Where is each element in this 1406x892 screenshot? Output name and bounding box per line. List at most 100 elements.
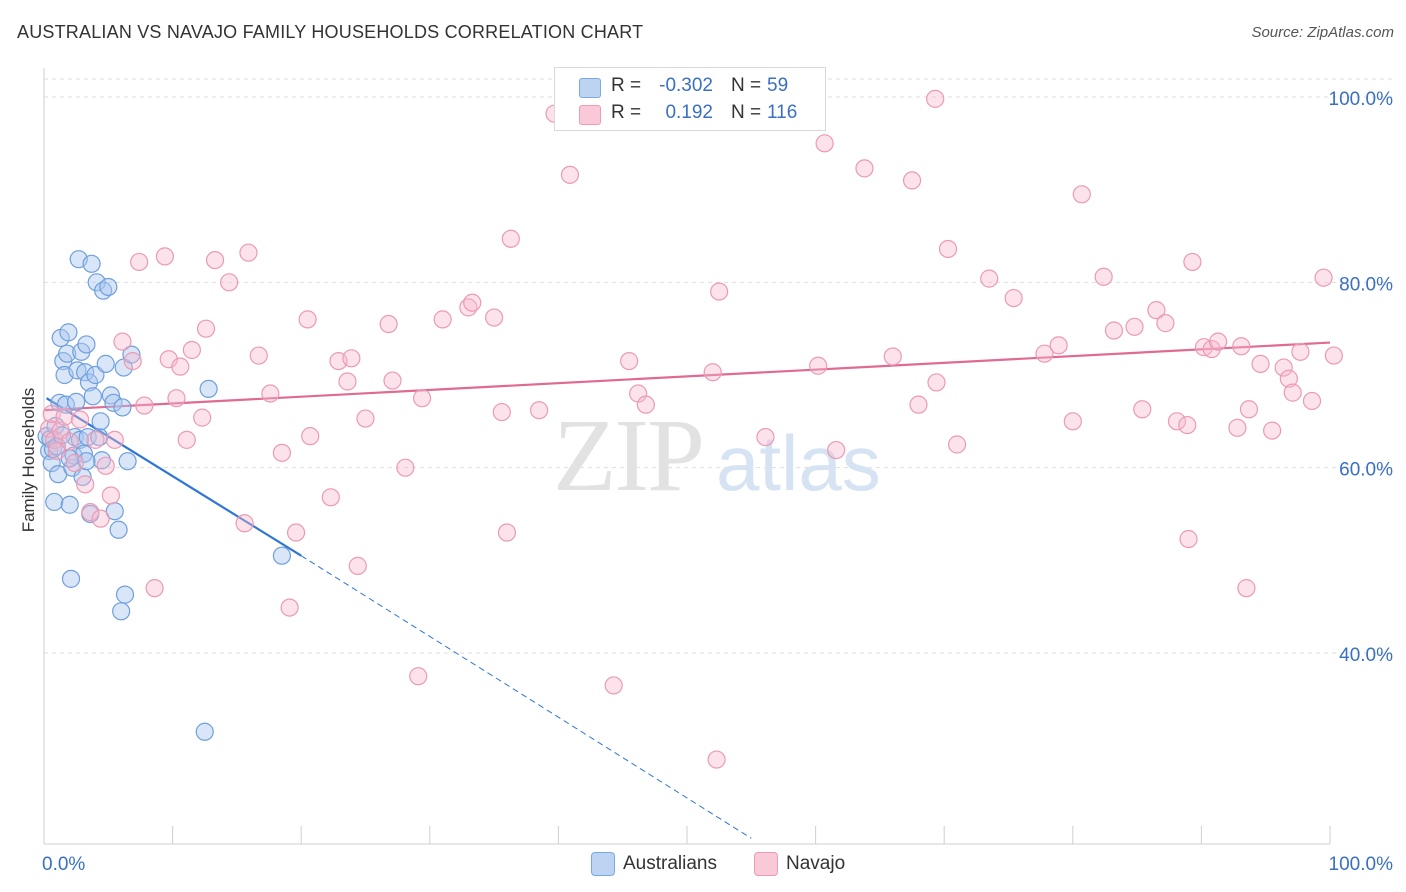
navajo-point <box>1004 288 1023 308</box>
australians-point <box>122 345 141 364</box>
navajo-point <box>492 402 511 422</box>
navajo-trend-line <box>43 341 1331 412</box>
australians-point <box>99 277 118 297</box>
navajo-point <box>55 407 74 426</box>
navajo-point <box>1237 579 1256 598</box>
navajo-point <box>105 430 124 449</box>
data-points <box>37 89 1343 769</box>
navajo-point <box>342 349 361 368</box>
navajo-point <box>196 319 216 338</box>
navajo-point <box>298 310 317 329</box>
navajo-point <box>1072 185 1091 204</box>
navajo-point <box>47 441 66 461</box>
legend-label: Australians <box>623 853 717 874</box>
navajo-point <box>1283 383 1302 402</box>
navajo-point <box>40 419 59 438</box>
navajo-point <box>1209 332 1228 351</box>
navajo-point <box>1202 339 1221 359</box>
navajo-point <box>280 598 299 617</box>
australians-point <box>79 373 99 392</box>
stats-legend-box: R = -0.302 N = 59 R = 0.192 N = 116 <box>554 67 826 131</box>
navajo-point <box>76 475 95 494</box>
navajo-point <box>497 523 517 542</box>
navajo-point <box>938 239 958 259</box>
australians-point <box>60 495 79 514</box>
navajo-point <box>1302 391 1322 411</box>
navajo-point <box>1232 337 1251 356</box>
navajo-point <box>193 408 212 427</box>
r-value: 0.192 <box>665 102 713 123</box>
y-tick-label: 100.0% <box>1329 89 1394 110</box>
navajo-point <box>145 579 164 598</box>
navajo-point <box>65 453 84 473</box>
navajo-point <box>855 159 874 178</box>
navajo-point <box>1291 342 1310 361</box>
r-label: R = <box>611 75 642 96</box>
navajo-point <box>710 282 729 301</box>
navajo-point <box>1314 268 1333 287</box>
navajo-point <box>1183 252 1202 272</box>
navajo-point <box>261 384 280 403</box>
australians-point <box>91 412 110 431</box>
australians-point <box>83 387 102 406</box>
australians-point <box>86 365 105 385</box>
australians-point <box>115 585 135 604</box>
navajo-point <box>1167 412 1187 431</box>
australians-point <box>77 452 96 471</box>
chart-title: AUSTRALIAN VS NAVAJO FAMILY HOUSEHOLDS C… <box>17 22 644 42</box>
n-label: N = <box>731 75 762 96</box>
navajo-point <box>239 243 258 262</box>
navajo-point <box>530 401 549 420</box>
navajo-point <box>1228 418 1247 437</box>
navajo-point <box>604 676 623 695</box>
australians-point <box>61 569 81 588</box>
navajo-point <box>409 667 428 686</box>
navajo-point <box>1147 301 1166 320</box>
navajo-point <box>1063 412 1082 431</box>
navajo-point <box>463 293 482 312</box>
navajo-point <box>45 430 64 449</box>
r-label: R = <box>611 102 642 123</box>
axes <box>43 68 1331 845</box>
navajo-point <box>70 410 90 429</box>
navajo-point <box>60 432 79 451</box>
navajo-point <box>1274 358 1293 377</box>
navajo-point <box>501 229 520 248</box>
navajo-point <box>321 488 340 507</box>
navajo-point <box>1178 415 1197 435</box>
navajo-point <box>182 340 201 360</box>
navajo-point <box>756 427 775 447</box>
navajo-point <box>235 514 254 533</box>
y-tick-label: 40.0% <box>1339 645 1393 666</box>
navajo-point <box>130 252 149 272</box>
australians-point <box>59 323 78 342</box>
navajo-point <box>636 395 655 414</box>
navajo-point <box>902 171 922 190</box>
legend-label: Navajo <box>786 853 846 874</box>
navajo-point <box>171 357 190 376</box>
watermark: ZIP atlas <box>553 398 881 513</box>
australians-point <box>104 393 123 412</box>
navajo-point <box>827 440 846 460</box>
navajo-point <box>396 458 415 477</box>
navajo-point <box>926 89 945 108</box>
australians-trend-extension <box>300 555 752 839</box>
australians-point <box>109 520 128 539</box>
navajo-point <box>113 332 132 351</box>
australians-point <box>195 722 214 741</box>
navajo-point <box>220 273 239 292</box>
navajo-point <box>286 523 306 542</box>
navajo-point <box>412 389 432 408</box>
australians-legend-swatch <box>591 852 615 876</box>
navajo-point <box>338 372 357 391</box>
navajo-point <box>707 750 726 769</box>
chart-source: Source: ZipAtlas.com <box>1251 24 1394 41</box>
navajo-point <box>947 435 967 454</box>
australians-swatch <box>579 78 601 98</box>
y-tick-label: 80.0% <box>1339 274 1393 295</box>
y-axis-label: Family Households <box>19 388 38 533</box>
navajo-point <box>81 503 100 522</box>
navajo-point <box>91 509 110 528</box>
r-value: -0.302 <box>659 75 713 96</box>
